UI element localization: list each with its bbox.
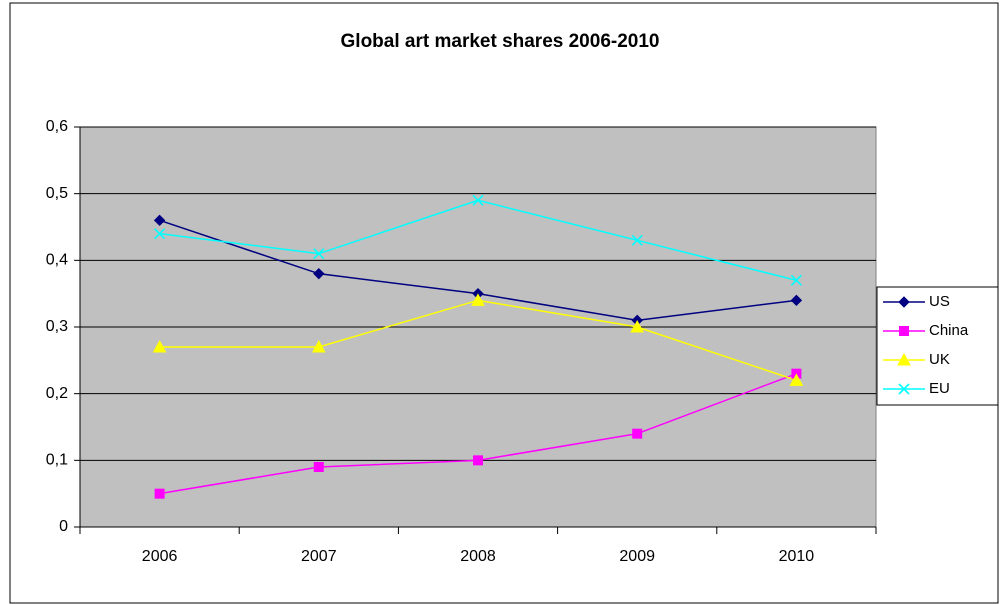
y-tick-label: 0,4 (46, 252, 68, 269)
marker (630, 319, 645, 333)
x-tick-label: 2008 (460, 548, 496, 565)
legend-label: EU (929, 380, 950, 397)
marker (473, 455, 483, 466)
marker (897, 352, 911, 366)
y-tick-label: 0,1 (46, 452, 68, 469)
legend-label: US (929, 293, 950, 310)
marker (790, 294, 803, 307)
legend-label: UK (929, 351, 950, 368)
marker (313, 267, 325, 280)
marker (154, 228, 166, 240)
marker (471, 293, 485, 306)
marker (152, 339, 167, 353)
marker (472, 194, 484, 206)
x-tick-label: 2010 (779, 548, 815, 565)
x-tick-label: 2007 (301, 548, 337, 565)
legend-box (876, 286, 999, 406)
marker (153, 214, 166, 227)
y-tick-label: 0,6 (46, 118, 68, 135)
marker (311, 339, 326, 353)
marker (313, 248, 325, 260)
marker (313, 462, 324, 472)
y-tick-label: 0,5 (46, 185, 68, 202)
marker (632, 428, 643, 439)
legend-label: China (929, 322, 969, 339)
marker (789, 373, 804, 386)
y-tick-label: 0 (59, 518, 68, 535)
chart-title: Global art market shares 2006-2010 (341, 31, 660, 52)
marker (790, 274, 802, 286)
y-tick-label: 0,3 (46, 318, 68, 335)
marker (631, 234, 643, 246)
x-tick-label: 2006 (142, 548, 178, 565)
marker (154, 488, 165, 499)
marker (898, 296, 910, 308)
y-tick-label: 0,2 (46, 385, 68, 402)
x-tick-label: 2009 (619, 548, 655, 565)
marker (899, 326, 909, 336)
marker (898, 383, 910, 395)
